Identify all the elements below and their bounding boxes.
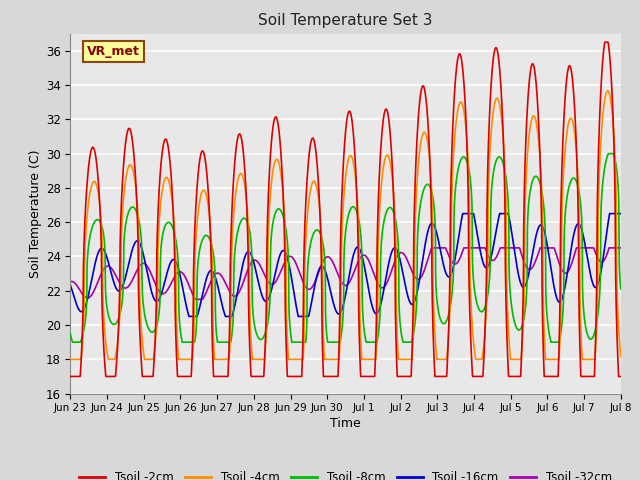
Legend: Tsoil -2cm, Tsoil -4cm, Tsoil -8cm, Tsoil -16cm, Tsoil -32cm: Tsoil -2cm, Tsoil -4cm, Tsoil -8cm, Tsoi… <box>74 466 617 480</box>
Tsoil -8cm <box>162 221 170 227</box>
Tsoil -16cm <box>278 249 285 254</box>
Tsoil -8cm <box>278 209 285 215</box>
Tsoil -32cm <box>617 245 625 251</box>
Tsoil -16cm <box>129 244 137 250</box>
Tsoil -16cm <box>607 211 614 216</box>
Tsoil -4cm <box>617 354 625 360</box>
Line: Tsoil -4cm: Tsoil -4cm <box>70 91 621 360</box>
Tsoil -2cm <box>67 373 74 379</box>
Tsoil -8cm <box>68 339 76 345</box>
Tsoil -2cm <box>547 373 554 379</box>
Line: Tsoil -16cm: Tsoil -16cm <box>70 214 621 316</box>
Tsoil -8cm <box>605 151 612 156</box>
Text: VR_met: VR_met <box>87 45 140 58</box>
Line: Tsoil -2cm: Tsoil -2cm <box>70 42 621 376</box>
Tsoil -32cm <box>547 245 555 251</box>
Tsoil -4cm <box>278 175 285 181</box>
Tsoil -4cm <box>129 168 137 174</box>
Tsoil -2cm <box>129 144 137 150</box>
Tsoil -16cm <box>301 313 309 319</box>
Y-axis label: Soil Temperature (C): Soil Temperature (C) <box>29 149 42 278</box>
Tsoil -4cm <box>162 175 170 180</box>
Tsoil -8cm <box>607 151 614 156</box>
Tsoil -16cm <box>547 266 555 272</box>
Tsoil -32cm <box>129 276 137 281</box>
Tsoil -32cm <box>162 289 170 295</box>
Tsoil -2cm <box>601 39 609 45</box>
Tsoil -4cm <box>301 248 309 254</box>
Tsoil -32cm <box>301 284 309 289</box>
Tsoil -16cm <box>459 211 467 216</box>
Line: Tsoil -8cm: Tsoil -8cm <box>70 154 621 342</box>
Tsoil -32cm <box>278 266 285 272</box>
Tsoil -2cm <box>278 158 285 164</box>
Tsoil -4cm <box>67 357 74 362</box>
Tsoil -16cm <box>67 282 74 288</box>
Tsoil -8cm <box>129 204 137 210</box>
Tsoil -2cm <box>301 211 309 216</box>
Tsoil -8cm <box>301 339 309 345</box>
Tsoil -16cm <box>162 275 170 280</box>
Tsoil -2cm <box>162 136 170 142</box>
Tsoil -16cm <box>617 211 625 216</box>
Title: Soil Temperature Set 3: Soil Temperature Set 3 <box>259 13 433 28</box>
Tsoil -32cm <box>67 279 74 285</box>
Tsoil -32cm <box>192 297 200 302</box>
Tsoil -8cm <box>547 339 555 345</box>
Line: Tsoil -32cm: Tsoil -32cm <box>70 248 621 300</box>
Tsoil -16cm <box>186 313 193 319</box>
Tsoil -8cm <box>67 331 74 337</box>
Tsoil -8cm <box>617 286 625 292</box>
Tsoil -4cm <box>606 94 614 100</box>
Tsoil -2cm <box>617 373 625 379</box>
Tsoil -32cm <box>607 245 614 251</box>
Tsoil -2cm <box>606 59 614 64</box>
Tsoil -4cm <box>604 88 612 94</box>
Tsoil -32cm <box>428 245 435 251</box>
X-axis label: Time: Time <box>330 418 361 431</box>
Tsoil -4cm <box>547 357 554 362</box>
